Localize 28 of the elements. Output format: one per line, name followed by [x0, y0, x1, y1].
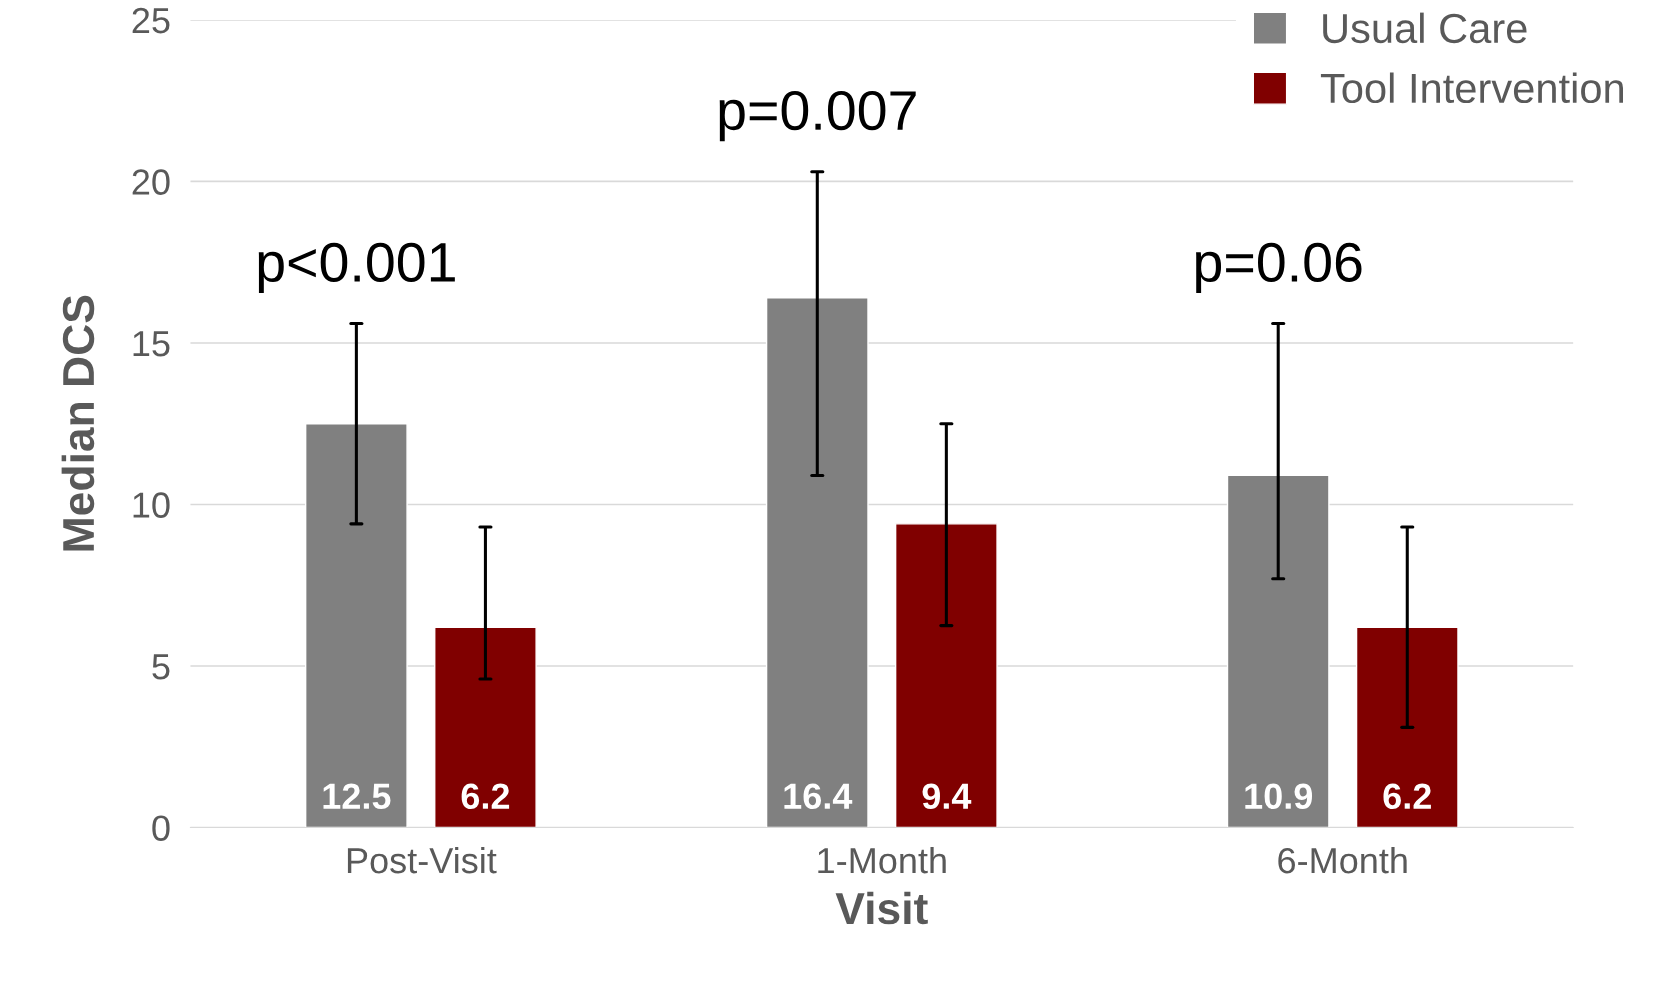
y-tick-label: 5: [152, 654, 170, 680]
x-tick-label: Post-Visit: [347, 846, 497, 874]
legend-label: Tool Intervention: [1320, 72, 1623, 104]
y-tick-label: 20: [132, 169, 170, 195]
y-tick-label: 0: [152, 815, 170, 841]
data-label: 12.5: [323, 783, 391, 810]
y-tick-label: 10: [133, 492, 170, 518]
bar: [765, 297, 869, 828]
bar: [434, 626, 537, 828]
x-tick-label: 6-Month: [1278, 846, 1407, 874]
data-label: 10.9: [1245, 783, 1313, 810]
annotation: p<0.001: [258, 242, 455, 294]
data-label: 9.4: [922, 783, 972, 810]
x-axis-title: Visit: [835, 891, 928, 925]
data-label: 16.4: [784, 783, 853, 810]
bar: [894, 523, 998, 828]
y-tick-label: 15: [133, 331, 170, 357]
annotation: p=0.007: [719, 90, 916, 142]
bar: [1355, 626, 1459, 828]
bar: [1226, 474, 1330, 828]
y-tick-label: 25: [132, 7, 170, 34]
bar: [304, 423, 408, 828]
y-axis-title: Median DCS: [61, 295, 95, 551]
legend-label: Usual Care: [1323, 12, 1527, 44]
data-label: 6.2: [1383, 783, 1431, 810]
annotation: p=0.06: [1196, 242, 1362, 294]
data-label: 6.2: [461, 783, 510, 810]
x-tick-label: 1-Month: [818, 846, 946, 874]
